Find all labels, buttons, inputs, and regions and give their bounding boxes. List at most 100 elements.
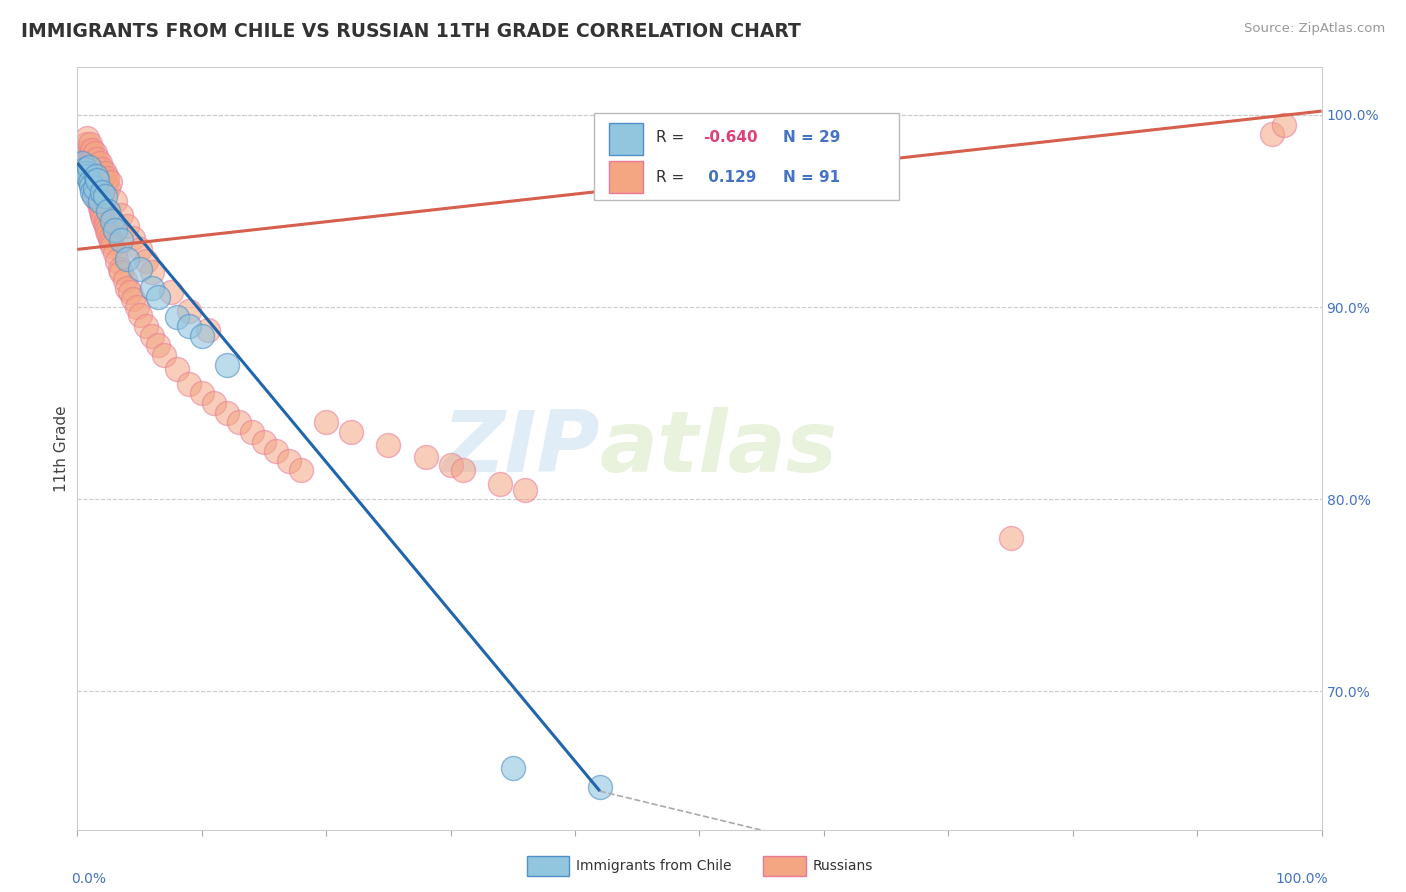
Point	[104, 194, 127, 209]
Point	[179, 304, 201, 318]
Point	[83, 152, 105, 166]
Point	[1261, 127, 1284, 141]
Bar	[609, 161, 644, 193]
Point	[148, 290, 170, 304]
Point	[100, 235, 122, 249]
Text: IMMIGRANTS FROM CHILE VS RUSSIAN 11TH GRADE CORRELATION CHART: IMMIGRANTS FROM CHILE VS RUSSIAN 11TH GR…	[21, 22, 801, 41]
Point	[141, 329, 163, 343]
Bar	[609, 122, 644, 154]
Point	[91, 161, 114, 176]
Point	[228, 415, 250, 429]
Point	[83, 146, 105, 161]
Text: -0.640: -0.640	[703, 130, 758, 145]
Point	[118, 285, 141, 299]
Point	[79, 136, 101, 151]
Point	[253, 434, 276, 449]
Point	[215, 358, 238, 372]
Text: 100.0%: 100.0%	[1275, 871, 1327, 886]
Text: N = 29: N = 29	[783, 130, 841, 145]
Point	[179, 376, 201, 391]
Point	[94, 175, 117, 189]
Point	[83, 181, 105, 195]
Point	[84, 156, 107, 170]
Point	[91, 185, 114, 199]
Point	[128, 261, 150, 276]
Point	[98, 231, 121, 245]
Point	[1272, 118, 1295, 132]
Point	[128, 243, 150, 257]
Point	[115, 219, 138, 234]
Point	[70, 146, 93, 161]
Point	[451, 463, 474, 477]
Point	[415, 450, 437, 464]
Point	[87, 194, 110, 209]
Point	[98, 175, 121, 189]
Text: R =: R =	[657, 130, 689, 145]
Point	[589, 780, 612, 795]
Point	[104, 223, 127, 237]
Point	[75, 136, 97, 151]
Point	[215, 406, 238, 420]
Point	[97, 204, 120, 219]
Text: ZIP: ZIP	[443, 407, 600, 490]
Point	[135, 319, 157, 334]
Point	[72, 150, 94, 164]
Point	[159, 285, 181, 299]
Point	[73, 161, 96, 176]
Point	[90, 165, 112, 179]
Point	[110, 208, 132, 222]
Point	[439, 458, 461, 472]
Text: 0.129: 0.129	[703, 170, 756, 185]
Point	[79, 175, 101, 189]
Point	[82, 185, 104, 199]
Point	[94, 219, 117, 234]
Point	[72, 156, 94, 170]
Point	[110, 233, 132, 247]
Text: Source: ZipAtlas.com: Source: ZipAtlas.com	[1244, 22, 1385, 36]
Point	[166, 361, 188, 376]
Point	[96, 171, 118, 186]
Point	[141, 265, 163, 279]
Point	[122, 231, 145, 245]
Point	[197, 323, 219, 337]
Point	[82, 143, 104, 157]
Text: 0.0%: 0.0%	[72, 871, 105, 886]
Point	[93, 171, 115, 186]
Point	[108, 261, 131, 276]
Point	[377, 438, 399, 452]
Text: R =: R =	[657, 170, 689, 185]
Point	[77, 160, 100, 174]
Point	[89, 156, 111, 170]
Text: atlas: atlas	[600, 407, 838, 490]
Point	[191, 329, 214, 343]
Point	[104, 246, 127, 260]
Point	[1000, 531, 1022, 545]
Point	[148, 338, 170, 352]
Point	[83, 181, 105, 195]
Point	[87, 161, 110, 176]
Point	[97, 227, 120, 241]
FancyBboxPatch shape	[593, 112, 898, 201]
Point	[114, 273, 136, 287]
Point	[290, 463, 312, 477]
Point	[93, 215, 115, 229]
Point	[75, 165, 97, 179]
Point	[76, 131, 98, 145]
Point	[86, 152, 108, 166]
Text: Immigrants from Chile: Immigrants from Chile	[576, 859, 733, 873]
Point	[128, 308, 150, 322]
Point	[515, 483, 537, 497]
Point	[166, 310, 188, 324]
Point	[76, 169, 98, 184]
Point	[89, 200, 111, 214]
Point	[75, 156, 97, 170]
Point	[91, 208, 114, 222]
Point	[266, 444, 288, 458]
Point	[76, 161, 98, 176]
Point	[93, 211, 115, 226]
Point	[141, 281, 163, 295]
Point	[77, 165, 100, 179]
Point	[97, 181, 120, 195]
Point	[277, 453, 299, 467]
Point	[191, 386, 214, 401]
